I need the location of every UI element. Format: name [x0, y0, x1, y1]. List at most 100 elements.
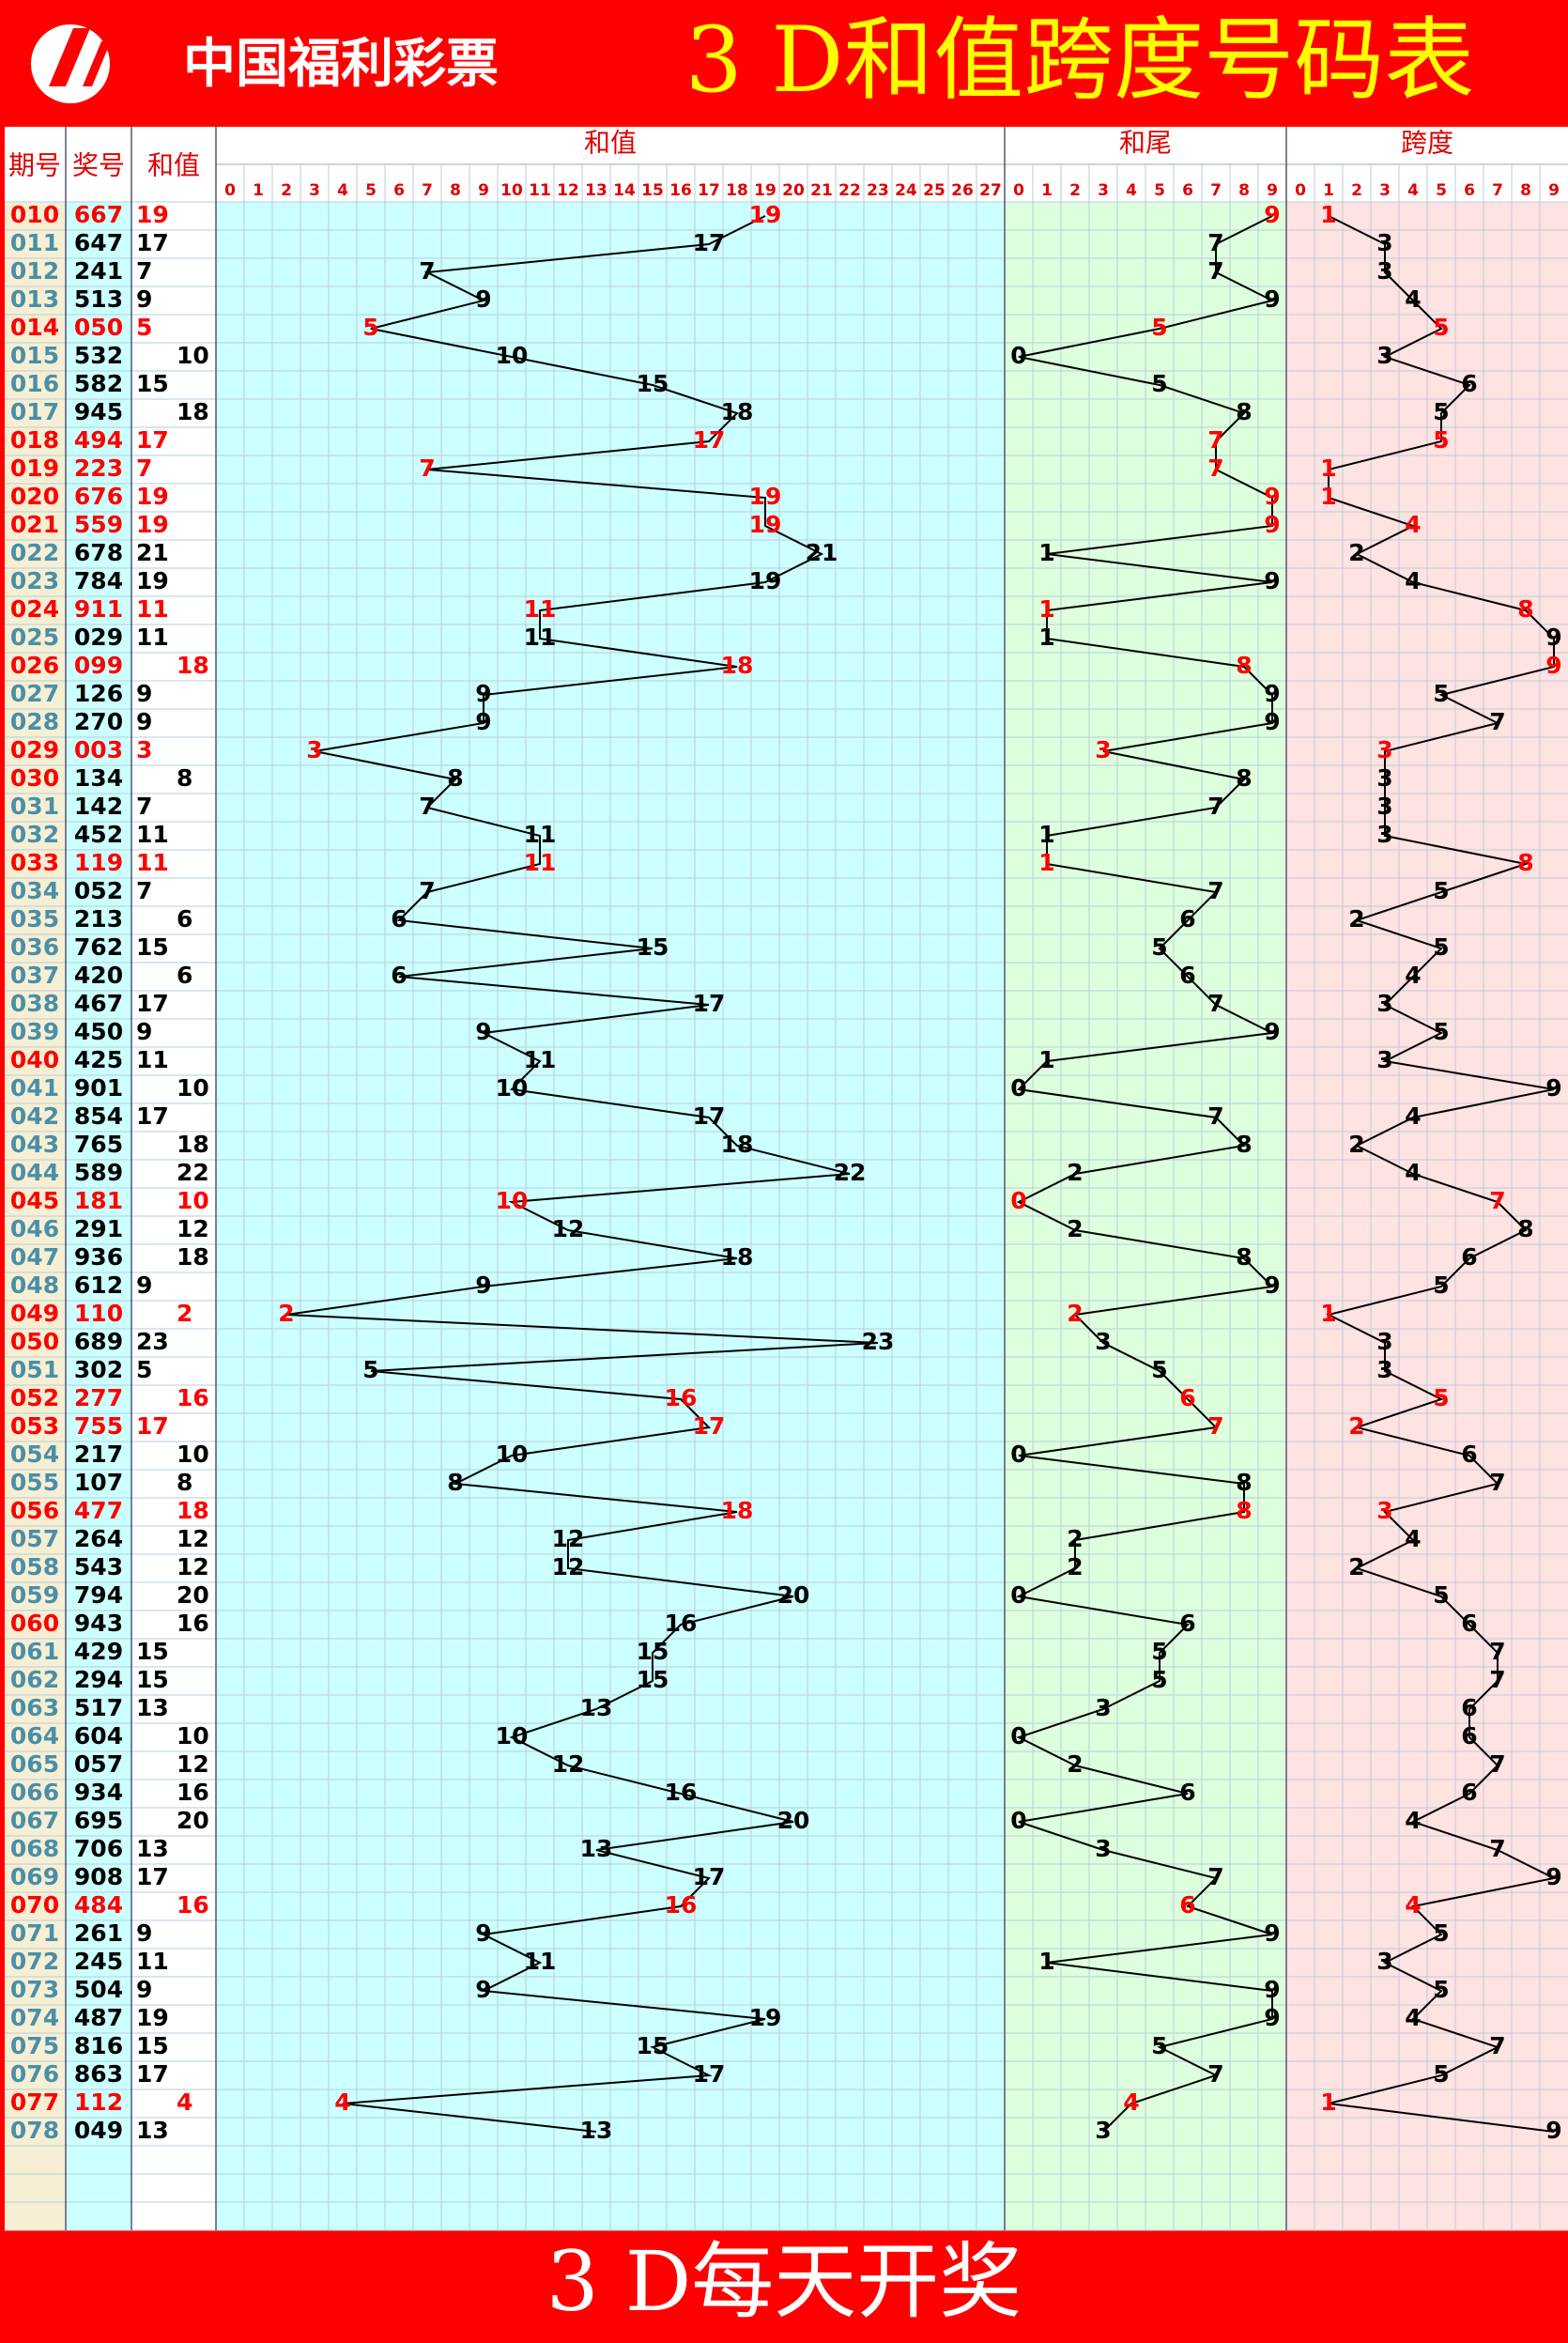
number: 908 [74, 1863, 123, 1890]
point-label: 11 [524, 1046, 557, 1073]
axis-label: 5 [1436, 181, 1447, 200]
number: 816 [74, 2032, 123, 2059]
axis-label: 7 [1492, 181, 1503, 200]
group-header: 和尾 [1119, 128, 1172, 159]
period: 017 [10, 398, 59, 425]
point-label: 1 [1038, 539, 1054, 566]
point-label: 17 [693, 229, 726, 256]
number: 854 [74, 1102, 123, 1130]
number: 494 [74, 426, 123, 454]
point-label: 7 [419, 877, 435, 904]
point-label: 9 [1264, 2004, 1280, 2031]
point-label: 4 [1123, 2089, 1139, 2116]
number: 003 [74, 736, 123, 763]
point-label: 0 [1010, 342, 1026, 369]
axis-label: 4 [337, 181, 348, 200]
group-header: 和值 [584, 128, 637, 159]
point-label: 5 [1151, 1666, 1167, 1693]
number: 142 [74, 793, 123, 820]
sum: 18 [177, 652, 209, 679]
number: 559 [74, 511, 123, 538]
number: 543 [74, 1553, 123, 1580]
sum: 13 [136, 1835, 169, 1862]
sum: 16 [177, 1891, 209, 1919]
point-label: 11 [524, 595, 557, 623]
number: 706 [74, 1835, 123, 1862]
number: 452 [74, 821, 123, 848]
point-label: 2 [1348, 539, 1364, 566]
point-label: 8 [1236, 1131, 1252, 1158]
number: 676 [74, 483, 123, 510]
point-label: 7 [1207, 1102, 1223, 1130]
point-label: 9 [475, 680, 491, 707]
number: 513 [74, 285, 123, 313]
period: 069 [10, 1863, 59, 1890]
sum: 2 [177, 1300, 192, 1327]
axis-label: 22 [838, 181, 861, 200]
point-label: 6 [1179, 1779, 1195, 1806]
axis-label: 21 [810, 181, 833, 200]
number: 420 [74, 962, 123, 989]
period: 045 [10, 1187, 59, 1214]
point-label: 2 [1067, 1553, 1083, 1580]
point-label: 4 [1405, 2004, 1421, 2031]
point-label: 5 [1433, 314, 1449, 341]
sum: 13 [136, 2117, 169, 2144]
period: 031 [10, 793, 59, 820]
point-label: 9 [1264, 1919, 1280, 1947]
point-label: 2 [278, 1300, 294, 1327]
point-label: 9 [1545, 652, 1561, 679]
logo-text: 中国福利彩票 [183, 34, 499, 95]
number: 604 [74, 1722, 123, 1750]
point-label: 9 [1264, 1272, 1280, 1299]
number: 291 [74, 1215, 123, 1242]
period: 020 [10, 483, 59, 510]
number: 264 [74, 1525, 123, 1552]
period: 065 [10, 1750, 59, 1778]
period: 067 [10, 1807, 59, 1834]
point-label: 6 [1179, 962, 1195, 989]
axis-label: 2 [281, 181, 292, 200]
point-label: 6 [1179, 1610, 1195, 1637]
number: 294 [74, 1666, 123, 1693]
period: 060 [10, 1610, 59, 1637]
point-label: 7 [1207, 793, 1223, 820]
period: 047 [10, 1243, 59, 1271]
period: 025 [10, 624, 59, 651]
point-label: 9 [1545, 1074, 1561, 1102]
point-label: 13 [580, 1694, 613, 1721]
sum: 19 [136, 2004, 169, 2031]
column-header: 期号 [8, 150, 61, 181]
number: 784 [74, 567, 123, 594]
point-label: 10 [496, 1187, 529, 1214]
point-label: 3 [1376, 342, 1392, 369]
axis-label: 23 [867, 181, 889, 200]
point-label: 1 [1038, 821, 1054, 848]
point-label: 9 [1264, 1976, 1280, 2003]
number: 223 [74, 455, 123, 482]
point-label: 5 [1433, 1581, 1449, 1609]
point-label: 8 [447, 764, 463, 792]
period: 051 [10, 1356, 59, 1383]
axis-label: 8 [1520, 181, 1531, 200]
sum: 20 [177, 1807, 209, 1834]
axis-label: 7 [1210, 181, 1222, 200]
period: 055 [10, 1469, 59, 1496]
point-label: 7 [1207, 229, 1223, 256]
period: 057 [10, 1525, 59, 1552]
sum: 9 [136, 285, 152, 313]
sum: 15 [136, 1638, 169, 1665]
point-label: 13 [580, 2117, 613, 2144]
period: 048 [10, 1272, 59, 1299]
point-label: 0 [1010, 1074, 1026, 1102]
point-label: 18 [721, 1131, 754, 1158]
axis-label: 9 [478, 181, 489, 200]
period: 043 [10, 1131, 59, 1158]
point-label: 19 [749, 2004, 782, 2031]
number: 863 [74, 2060, 123, 2088]
point-label: 7 [1489, 1469, 1505, 1496]
period: 027 [10, 680, 59, 707]
point-label: 3 [1095, 1694, 1111, 1721]
point-label: 18 [721, 652, 754, 679]
point-label: 3 [1376, 1356, 1392, 1383]
